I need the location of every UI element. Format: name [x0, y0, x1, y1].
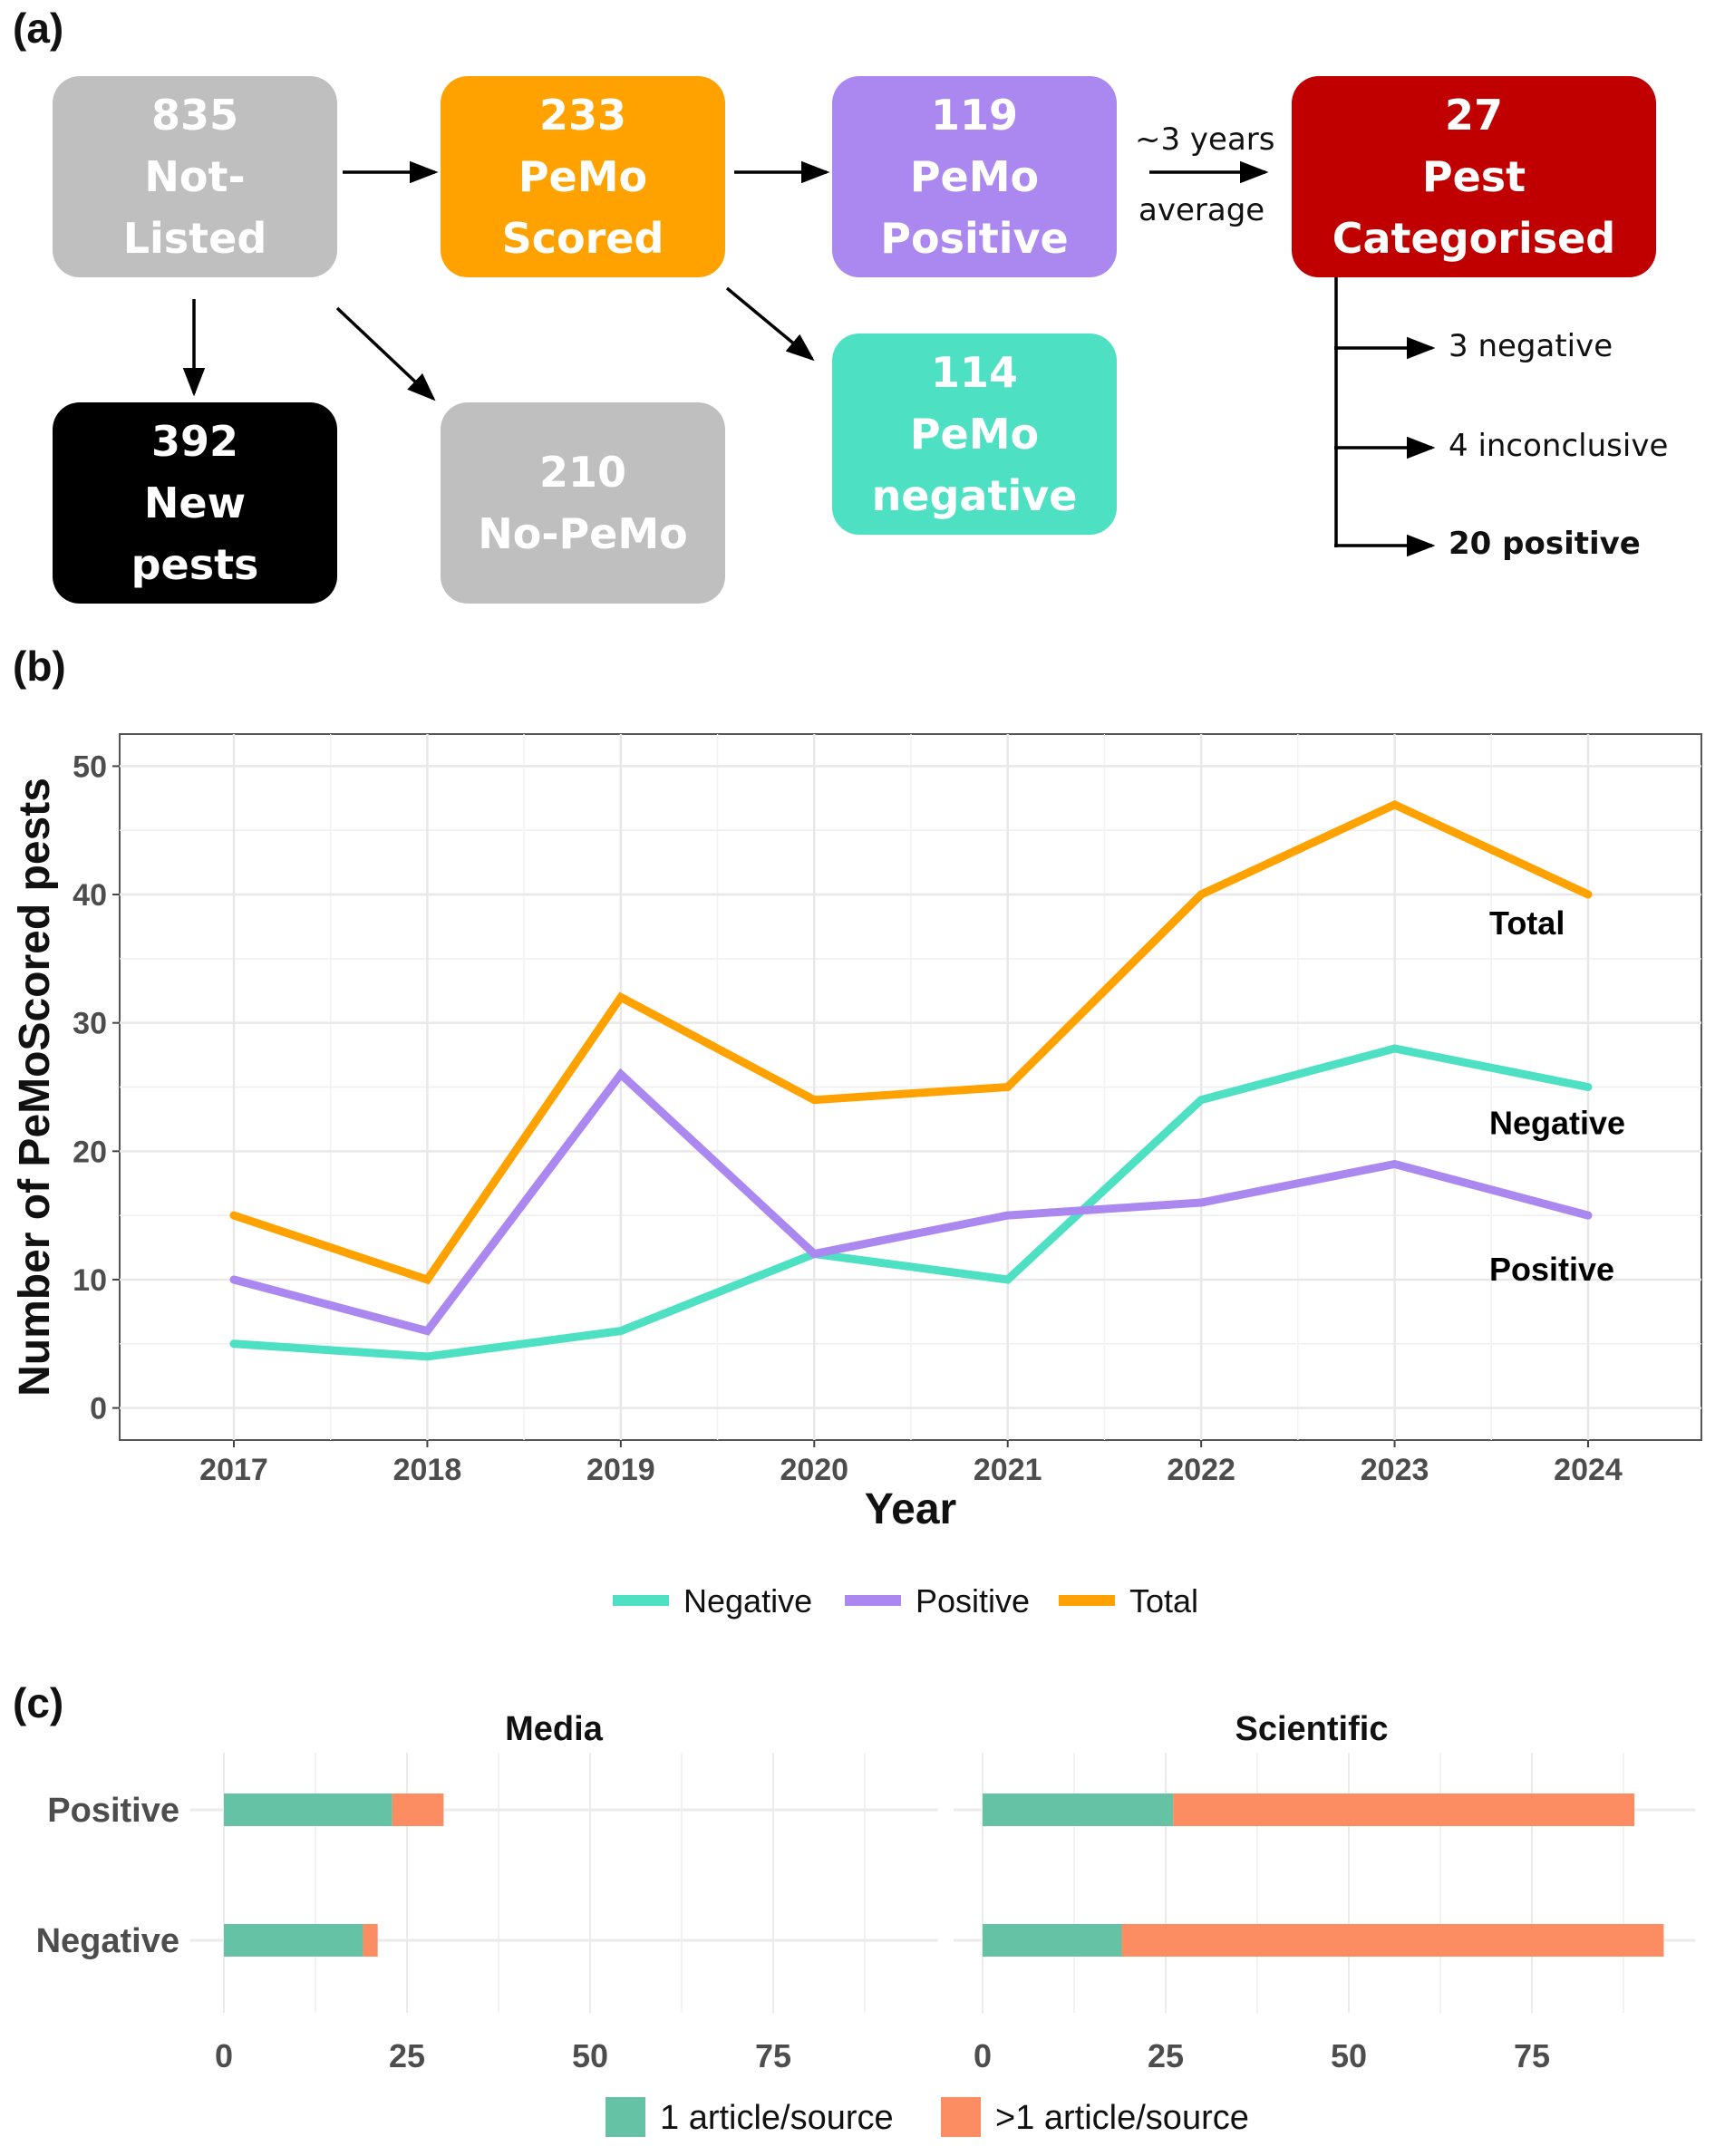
bar-segment-media-positive-multiple [392, 1793, 444, 1826]
outcome-negative: 3 negative [1449, 328, 1613, 364]
x-tick-label: 2023 [1361, 1453, 1429, 1487]
end-label-negative: Negative [1489, 1105, 1625, 1142]
bar-segment-media-negative-single [224, 1924, 363, 1957]
box-pemo-positive-line: PeMo [909, 152, 1040, 201]
legend-label-negative: Negative [683, 1582, 812, 1619]
end-label-total: Total [1489, 904, 1565, 942]
box-no-pemo: 210 No-PeMo [441, 402, 725, 604]
x-tick-label: 2022 [1167, 1453, 1235, 1487]
y-tick-label: 0 [90, 1392, 107, 1426]
x-tick-label: 2021 [974, 1453, 1042, 1487]
bar-segment-scientific-negative-multiple [1121, 1924, 1664, 1957]
legend-label-positive: Positive [916, 1582, 1030, 1619]
bar-segment-scientific-positive-single [983, 1793, 1174, 1826]
series-line-negative [229, 1044, 1593, 1361]
panel-c-label: (c) [13, 1679, 64, 1726]
box-pemo-negative: 114 PeMo negative [832, 334, 1117, 535]
box-pemo-positive-line: Positive [880, 214, 1069, 263]
x-tick-label: 25 [389, 2037, 425, 2074]
legend-label: >1 article/source [995, 2099, 1249, 2137]
box-pemo-negative-line: negative [871, 471, 1078, 520]
legend-key-total [1059, 1595, 1115, 1606]
box-pest-categorised-line: 27 [1444, 91, 1503, 140]
x-tick-label: 50 [1331, 2037, 1367, 2074]
bar-segment-media-positive-single [224, 1793, 392, 1826]
x-tick-label: 2017 [199, 1453, 268, 1487]
x-tick-label: 75 [1514, 2037, 1550, 2074]
series-line-total [229, 799, 1593, 1285]
box-not-listed: 835 Not- Listed [53, 76, 337, 277]
x-tick-label: 0 [974, 2037, 992, 2074]
box-new-pests-line: 392 [150, 417, 239, 466]
box-new-pests-line: pests [131, 540, 259, 589]
box-pemo-scored-line: PeMo [518, 152, 648, 201]
legend-label-total: Total [1129, 1582, 1198, 1619]
y-tick-label: Negative [36, 1922, 179, 1960]
y-axis-title: Number of PeMoScored pests [11, 778, 59, 1397]
box-pest-categorised-line: Pest [1421, 152, 1526, 201]
panel-b-label: (b) [13, 643, 66, 690]
box-pemo-scored: 233 PeMo Scored [441, 76, 725, 277]
box-new-pests: 392 New pests [53, 402, 337, 604]
box-not-listed-line: 835 [150, 91, 239, 140]
y-tick-label: 20 [73, 1135, 107, 1169]
arrow-notlisted-to-nopemo [335, 306, 436, 401]
arrow-label-average: average [1138, 192, 1265, 228]
x-tick-label: 0 [215, 2037, 233, 2074]
box-pemo-scored-line: Scored [501, 214, 664, 263]
bar-segment-scientific-negative-single [983, 1924, 1122, 1957]
box-not-listed-line: Listed [122, 214, 267, 263]
bar-segment-scientific-positive-multiple [1173, 1793, 1635, 1826]
box-new-pests-line: New [143, 479, 247, 527]
y-tick-label: 40 [73, 878, 107, 913]
x-tick-label: 2019 [586, 1453, 655, 1487]
legend-key [941, 2097, 981, 2137]
arrow-scored-to-negative [725, 286, 815, 362]
outcome-inconclusive: 4 inconclusive [1449, 428, 1669, 464]
flow-arrows [182, 160, 1436, 557]
legend-label: 1 article/source [660, 2099, 894, 2137]
box-pemo-negative-line: 114 [930, 348, 1019, 397]
legend-key-positive [845, 1595, 901, 1606]
y-tick-label: 10 [73, 1263, 107, 1298]
end-label-positive: Positive [1489, 1251, 1614, 1288]
x-tick-label: 2024 [1554, 1453, 1623, 1487]
box-pest-categorised-line: Categorised [1332, 214, 1616, 263]
box-pemo-positive-line: 119 [930, 91, 1019, 140]
x-tick-label: 25 [1148, 2037, 1184, 2074]
x-tick-label: 50 [572, 2037, 608, 2074]
facet-title-media: Media [505, 1710, 604, 1748]
legend-key-negative [613, 1595, 669, 1606]
y-tick-label: 50 [73, 749, 107, 784]
line-chart: 0 10 20 30 40 50 2017 2018 2019 2020 2021 2022 2023 2… [11, 733, 1702, 1619]
box-no-pemo-line: 210 [538, 448, 627, 497]
bar-segment-media-negative-multiple [363, 1924, 378, 1957]
box-pemo-positive: 119 PeMo Positive [832, 76, 1117, 277]
y-tick-label: 30 [73, 1007, 107, 1041]
x-tick-label: 75 [755, 2037, 791, 2074]
box-not-listed-line: Not- [144, 152, 246, 201]
facet-title-scientific: Scientific [1235, 1710, 1389, 1748]
bar-chart: Media 0 25 50 75 Scientific 0 25 50 75 Positive Neg… [36, 1710, 1695, 2137]
legend-key [606, 2097, 645, 2137]
box-pemo-scored-line: 233 [538, 91, 627, 140]
x-axis-title: Year [865, 1485, 956, 1533]
arrow-label-years: ~3 years [1135, 121, 1275, 158]
y-tick-label: Positive [47, 1792, 179, 1830]
box-no-pemo-line: No-PeMo [478, 509, 688, 558]
series-line-positive [229, 1068, 1593, 1336]
outcome-positive: 20 positive [1449, 526, 1641, 562]
x-tick-label: 2018 [393, 1453, 462, 1487]
x-tick-label: 2020 [780, 1453, 848, 1487]
box-pemo-negative-line: PeMo [909, 410, 1040, 459]
panel-a-label: (a) [13, 5, 64, 52]
box-pest-categorised: 27 Pest Categorised [1292, 76, 1656, 277]
